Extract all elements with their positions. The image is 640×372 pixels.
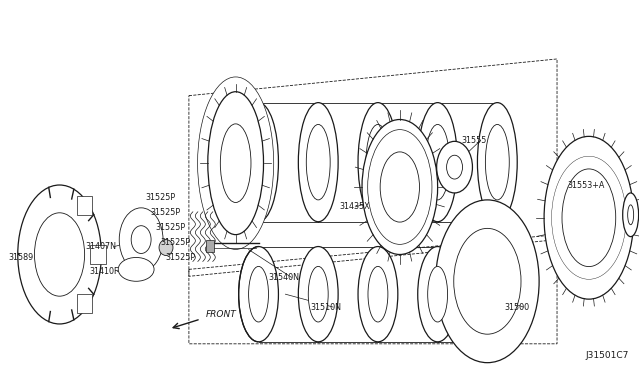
Ellipse shape [198, 77, 274, 249]
Text: 31540N: 31540N [269, 273, 300, 282]
Ellipse shape [436, 141, 472, 193]
Ellipse shape [131, 226, 151, 253]
Ellipse shape [477, 103, 517, 222]
Ellipse shape [118, 257, 154, 281]
Ellipse shape [488, 266, 508, 322]
Ellipse shape [477, 247, 517, 342]
Text: J31501C7: J31501C7 [586, 351, 629, 360]
Ellipse shape [485, 125, 509, 200]
Text: 31435X: 31435X [339, 202, 370, 211]
Ellipse shape [362, 119, 438, 254]
Polygon shape [77, 294, 92, 313]
Text: 31525P: 31525P [166, 253, 196, 262]
Ellipse shape [119, 208, 163, 271]
Ellipse shape [298, 247, 338, 342]
Ellipse shape [554, 158, 624, 277]
Ellipse shape [358, 103, 398, 222]
Ellipse shape [246, 125, 271, 200]
Ellipse shape [208, 92, 264, 235]
Ellipse shape [552, 156, 626, 279]
Ellipse shape [623, 193, 639, 237]
Text: 31553+A: 31553+A [567, 180, 604, 189]
Ellipse shape [559, 165, 618, 270]
Text: 31410F: 31410F [90, 267, 119, 276]
Ellipse shape [204, 86, 268, 240]
Ellipse shape [18, 185, 101, 324]
Ellipse shape [556, 161, 622, 275]
Text: 31525P: 31525P [151, 208, 181, 217]
Ellipse shape [447, 155, 463, 179]
Ellipse shape [368, 129, 432, 244]
Ellipse shape [358, 247, 398, 342]
Ellipse shape [220, 124, 251, 202]
Ellipse shape [557, 163, 620, 273]
Polygon shape [90, 245, 106, 264]
Ellipse shape [561, 167, 616, 268]
Text: 31589: 31589 [8, 253, 34, 262]
Text: 31510N: 31510N [310, 302, 341, 312]
Ellipse shape [418, 247, 458, 342]
Ellipse shape [436, 200, 539, 363]
Ellipse shape [628, 205, 634, 225]
Text: 31555: 31555 [461, 136, 487, 145]
Text: 31407N: 31407N [85, 242, 116, 251]
Polygon shape [77, 196, 92, 215]
Ellipse shape [159, 240, 173, 256]
Ellipse shape [562, 169, 616, 267]
Ellipse shape [248, 266, 269, 322]
Ellipse shape [380, 152, 419, 222]
Text: 31525P: 31525P [161, 238, 191, 247]
Ellipse shape [307, 125, 330, 200]
Ellipse shape [239, 103, 278, 222]
Ellipse shape [426, 125, 449, 200]
Text: 31525P: 31525P [156, 223, 186, 232]
Ellipse shape [239, 247, 278, 342]
Polygon shape [206, 240, 214, 251]
Ellipse shape [366, 125, 390, 200]
Ellipse shape [308, 266, 328, 322]
Text: 31525P: 31525P [146, 193, 176, 202]
Text: 31500: 31500 [504, 302, 529, 312]
Ellipse shape [35, 213, 84, 296]
Ellipse shape [428, 266, 447, 322]
Ellipse shape [368, 266, 388, 322]
Ellipse shape [418, 103, 458, 222]
Ellipse shape [454, 228, 521, 334]
Ellipse shape [298, 103, 338, 222]
Ellipse shape [372, 138, 427, 235]
Ellipse shape [201, 81, 271, 245]
Ellipse shape [544, 137, 634, 299]
Text: FRONT: FRONT [206, 310, 237, 318]
